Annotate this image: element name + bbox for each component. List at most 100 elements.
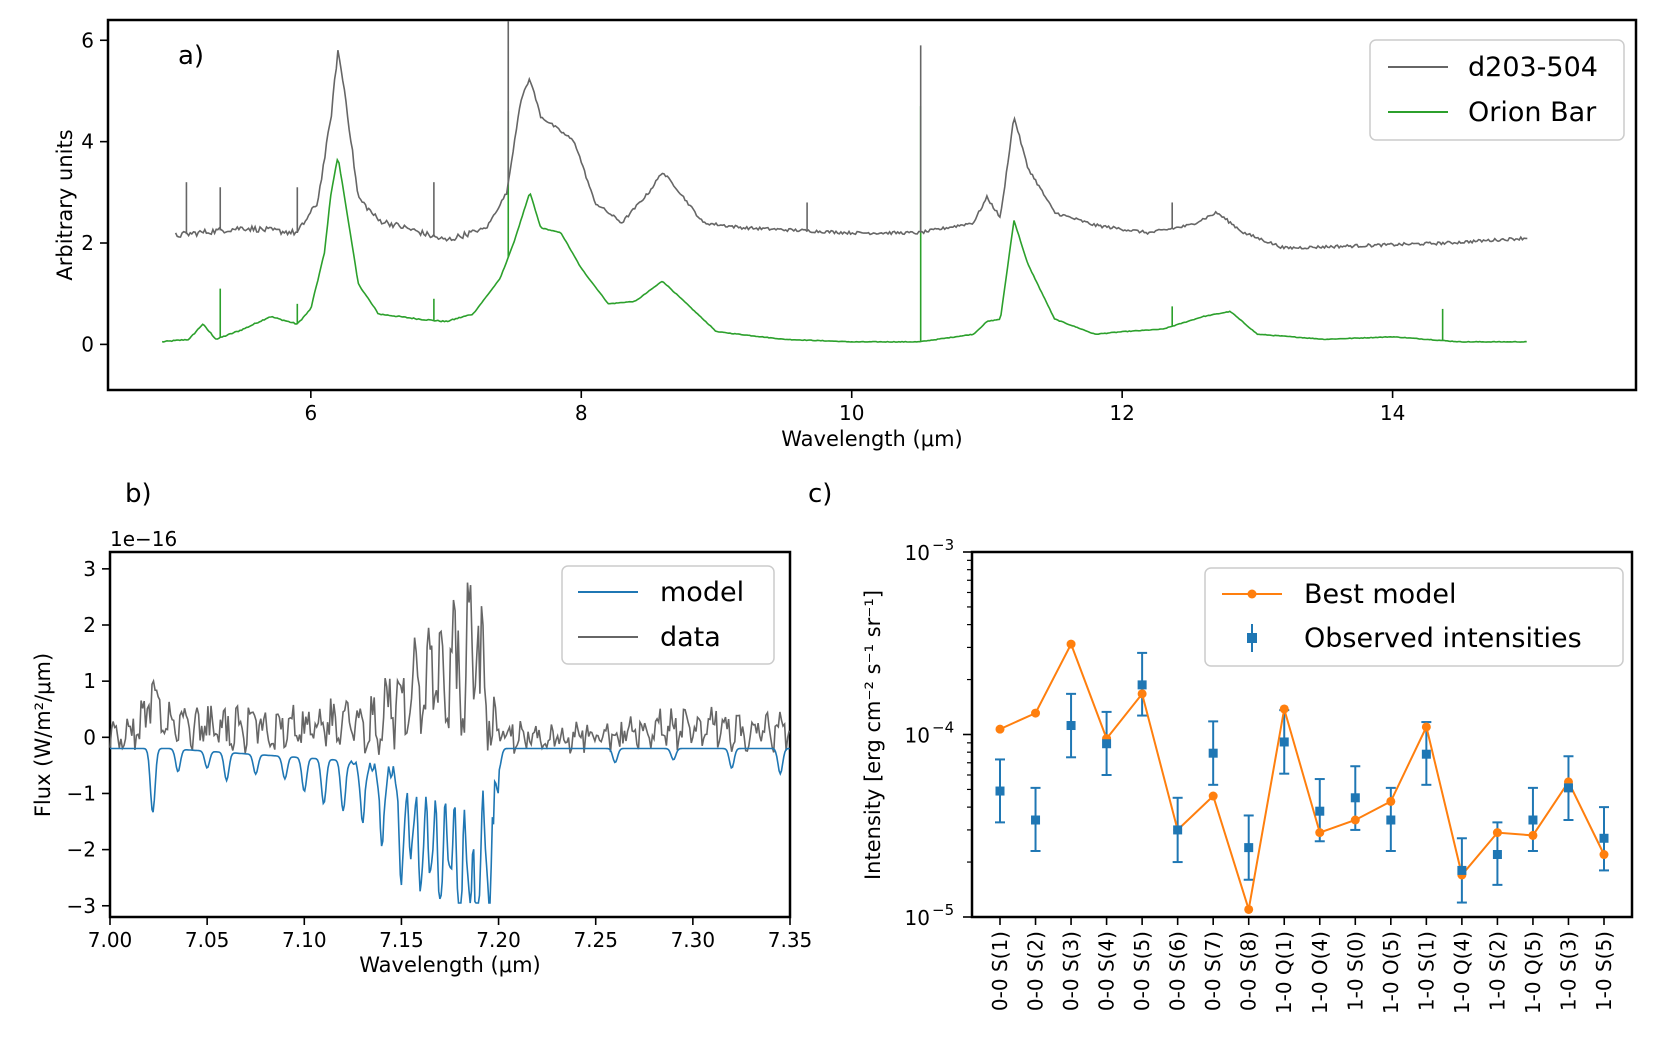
observed-point — [1350, 793, 1360, 803]
y-tick-label: 3 — [83, 557, 96, 581]
observed-point — [1066, 721, 1076, 731]
best-model-point — [1492, 828, 1502, 838]
best-model-point — [1528, 830, 1538, 840]
panel-b-frame — [108, 550, 792, 919]
x-tick-label: 7.05 — [185, 928, 230, 952]
series-line-data — [109, 582, 790, 755]
observed-point — [1137, 680, 1147, 690]
panel-a-legend-box — [1369, 39, 1625, 141]
best-model-point — [995, 724, 1005, 734]
y-tick-label: −1 — [67, 781, 96, 805]
best-model-point — [1279, 704, 1289, 714]
x-tick-label: 1-0 S(0) — [1343, 931, 1367, 1011]
x-tick-label: 7.20 — [476, 928, 521, 952]
panel-a-legend: d203-504 Orion Bar — [1369, 39, 1625, 141]
best-model-point — [1421, 722, 1431, 732]
x-tick-label: 0-0 S(2) — [1024, 931, 1048, 1011]
series-line-best-model — [999, 641, 1605, 910]
y-tick-label: 10 — [905, 541, 930, 565]
panel-c-ticks: 0-0 S(1) 0-0 S(2) 0-0 S(3) 0-0 S(4) 0-0 S(5)… — [905, 536, 1616, 1014]
observed-point — [1421, 749, 1431, 759]
panel-c-legend: Best model Observed intensities — [1204, 567, 1624, 667]
observed-point — [1279, 737, 1289, 747]
legend-label-d203-504: d203-504 — [1468, 52, 1598, 83]
observed-point — [1599, 833, 1609, 843]
y-tick-exponent: −4 — [932, 719, 954, 737]
x-tick-label: 10 — [839, 401, 864, 425]
x-tick-label: 0-0 S(3) — [1059, 931, 1083, 1011]
x-tick-label: 1-0 O(4) — [1308, 931, 1332, 1014]
observed-point — [1244, 843, 1254, 853]
y-tick-label: 2 — [83, 613, 96, 637]
y-tick-label: 4 — [81, 130, 94, 154]
panel-c-label: c) — [808, 479, 832, 509]
x-tick-label: 7.30 — [671, 928, 716, 952]
observed-point — [1173, 825, 1183, 835]
series-line-d203-504 — [174, 50, 1528, 251]
legend-label-orion-bar: Orion Bar — [1468, 97, 1597, 128]
observed-point — [1102, 739, 1112, 749]
x-tick-label: 0-0 S(1) — [988, 931, 1012, 1011]
panel-a-series — [162, 21, 1528, 343]
y-tick-label: 0 — [81, 332, 94, 356]
observed-point — [1492, 850, 1502, 860]
panel-a-frame — [106, 18, 1638, 392]
y-tick-label: 6 — [81, 28, 94, 52]
series-line-model — [110, 747, 790, 904]
legend-marker-observed — [1247, 633, 1257, 643]
x-tick-label: 0-0 S(6) — [1166, 931, 1190, 1011]
panel-b: b) 1e−16 7.00 7.05 7.10 7.15 7.20 7.25 7.30 7.3… — [31, 479, 812, 977]
panel-c-ylabel: Intensity [erg cm⁻² s⁻¹ sr⁻¹] — [861, 590, 885, 880]
panel-b-offset-label: 1e−16 — [110, 527, 177, 551]
series-line-orion-bar — [162, 157, 1527, 343]
x-tick-label: 12 — [1109, 401, 1134, 425]
x-tick-label: 0-0 S(4) — [1095, 931, 1119, 1011]
panel-b-legend-box — [561, 565, 775, 665]
legend-label-best-model: Best model — [1304, 579, 1456, 610]
panel-a-ticks: 6 8 10 12 14 0 2 4 6 — [81, 28, 1405, 425]
x-tick-label: 1-0 Q(1) — [1272, 931, 1296, 1014]
best-model-point — [1244, 904, 1254, 914]
x-tick-label: 0-0 S(8) — [1237, 931, 1261, 1011]
legend-label-model: model — [660, 577, 744, 608]
x-tick-label: 0-0 S(7) — [1201, 931, 1225, 1011]
observed-point — [1208, 748, 1218, 758]
best-model-point — [1599, 850, 1609, 860]
y-tick-label: 10 — [905, 906, 930, 930]
y-tick-label: 1 — [83, 669, 96, 693]
panel-b-legend: model data — [561, 565, 775, 665]
panel-b-ticks: 7.00 7.05 7.10 7.15 7.20 7.25 7.30 7.35 −3 −2 −1 0 1… — [67, 557, 813, 952]
y-tick-label: −3 — [67, 894, 96, 918]
panel-b-series — [109, 582, 790, 904]
panel-c-series — [995, 639, 1609, 914]
y-tick-exponent: −5 — [932, 901, 954, 919]
panel-a: a) 6 8 10 12 14 0 2 4 6 Wavelength (μm) Arbitrar… — [53, 18, 1638, 451]
best-model-point — [1031, 708, 1041, 718]
x-tick-label: 1-0 S(3) — [1556, 931, 1580, 1011]
observed-point — [1315, 806, 1325, 816]
observed-point — [1386, 815, 1396, 825]
x-tick-label: 8 — [575, 401, 588, 425]
best-model-point — [1386, 796, 1396, 806]
x-tick-label: 1-0 S(2) — [1485, 931, 1509, 1011]
x-tick-label: 1-0 S(1) — [1414, 931, 1438, 1011]
observed-point — [1457, 865, 1467, 875]
panel-c: c) 0-0 S(1) 0-0 S(2) 0-0 S(3) 0-0 S(4) 0-0 S… — [808, 479, 1634, 1014]
x-tick-label: 1-0 O(5) — [1379, 931, 1403, 1014]
x-tick-label: 1-0 S(5) — [1592, 931, 1616, 1011]
y-tick-label: 2 — [81, 231, 94, 255]
x-tick-label: 1-0 Q(5) — [1521, 931, 1545, 1014]
best-model-point — [1137, 689, 1147, 699]
observed-point — [1528, 815, 1538, 825]
observed-point — [995, 786, 1005, 796]
x-tick-label: 1-0 Q(4) — [1450, 931, 1474, 1014]
legend-marker-best-model — [1247, 589, 1257, 599]
y-tick-label: 0 — [83, 725, 96, 749]
panel-c-legend-box — [1204, 567, 1624, 667]
panel-a-xlabel: Wavelength (μm) — [781, 427, 962, 451]
panel-a-ylabel: Arbitrary units — [53, 129, 77, 280]
panel-b-label: b) — [125, 479, 152, 509]
x-tick-label: 0-0 S(5) — [1130, 931, 1154, 1011]
x-tick-label: 7.10 — [282, 928, 327, 952]
